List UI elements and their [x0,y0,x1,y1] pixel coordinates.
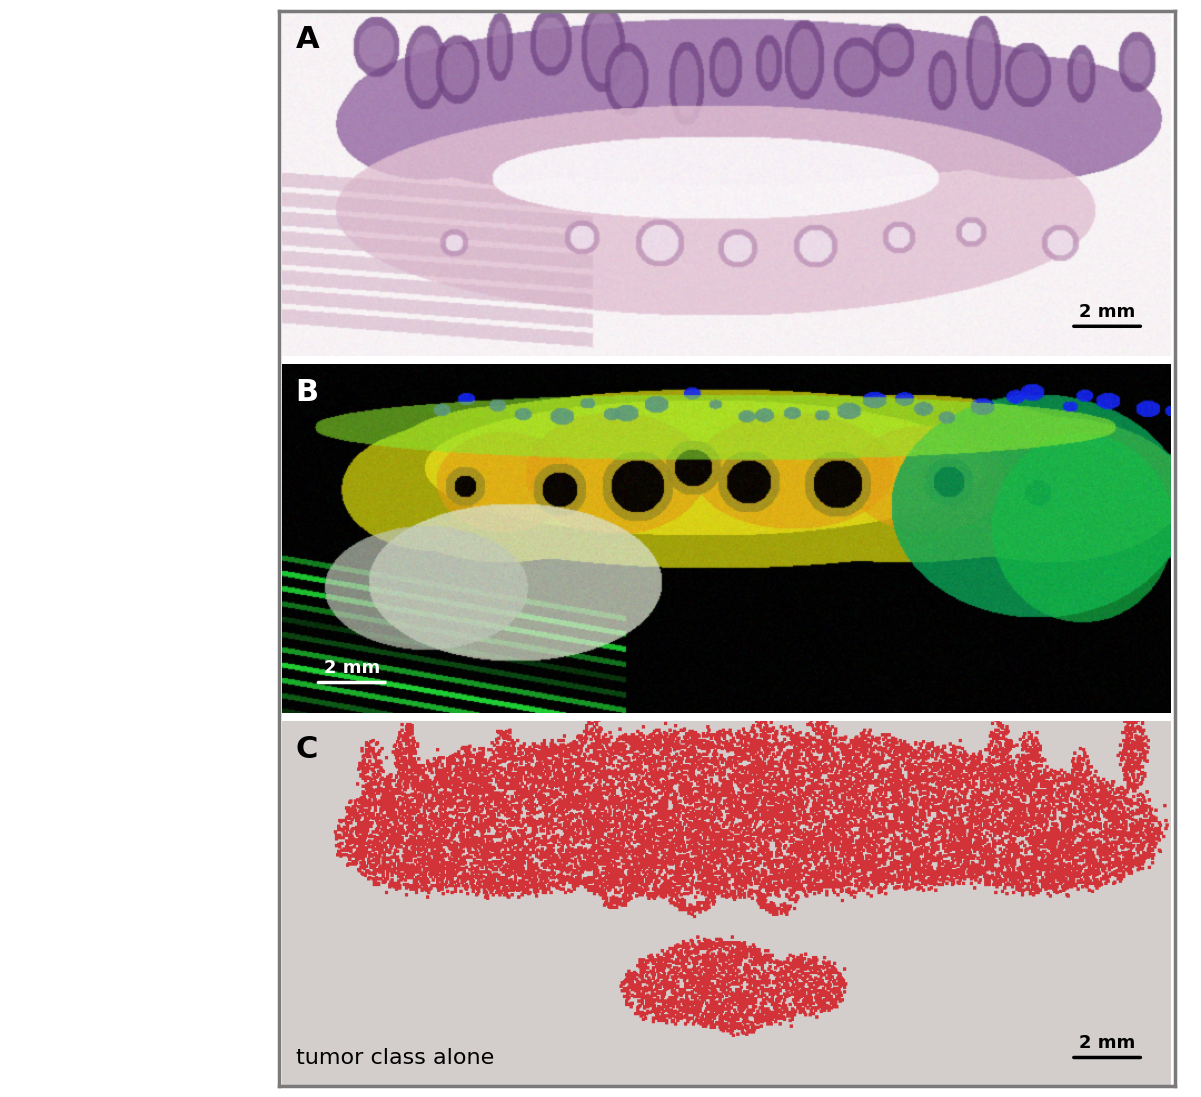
Text: C: C [295,735,318,765]
Text: tumor class alone: tumor class alone [295,1048,494,1067]
Text: B: B [295,378,318,407]
Text: 2 mm: 2 mm [323,659,380,677]
Text: 2 mm: 2 mm [1078,1033,1135,1052]
Text: A: A [295,25,319,54]
Text: 2 mm: 2 mm [1078,303,1135,321]
